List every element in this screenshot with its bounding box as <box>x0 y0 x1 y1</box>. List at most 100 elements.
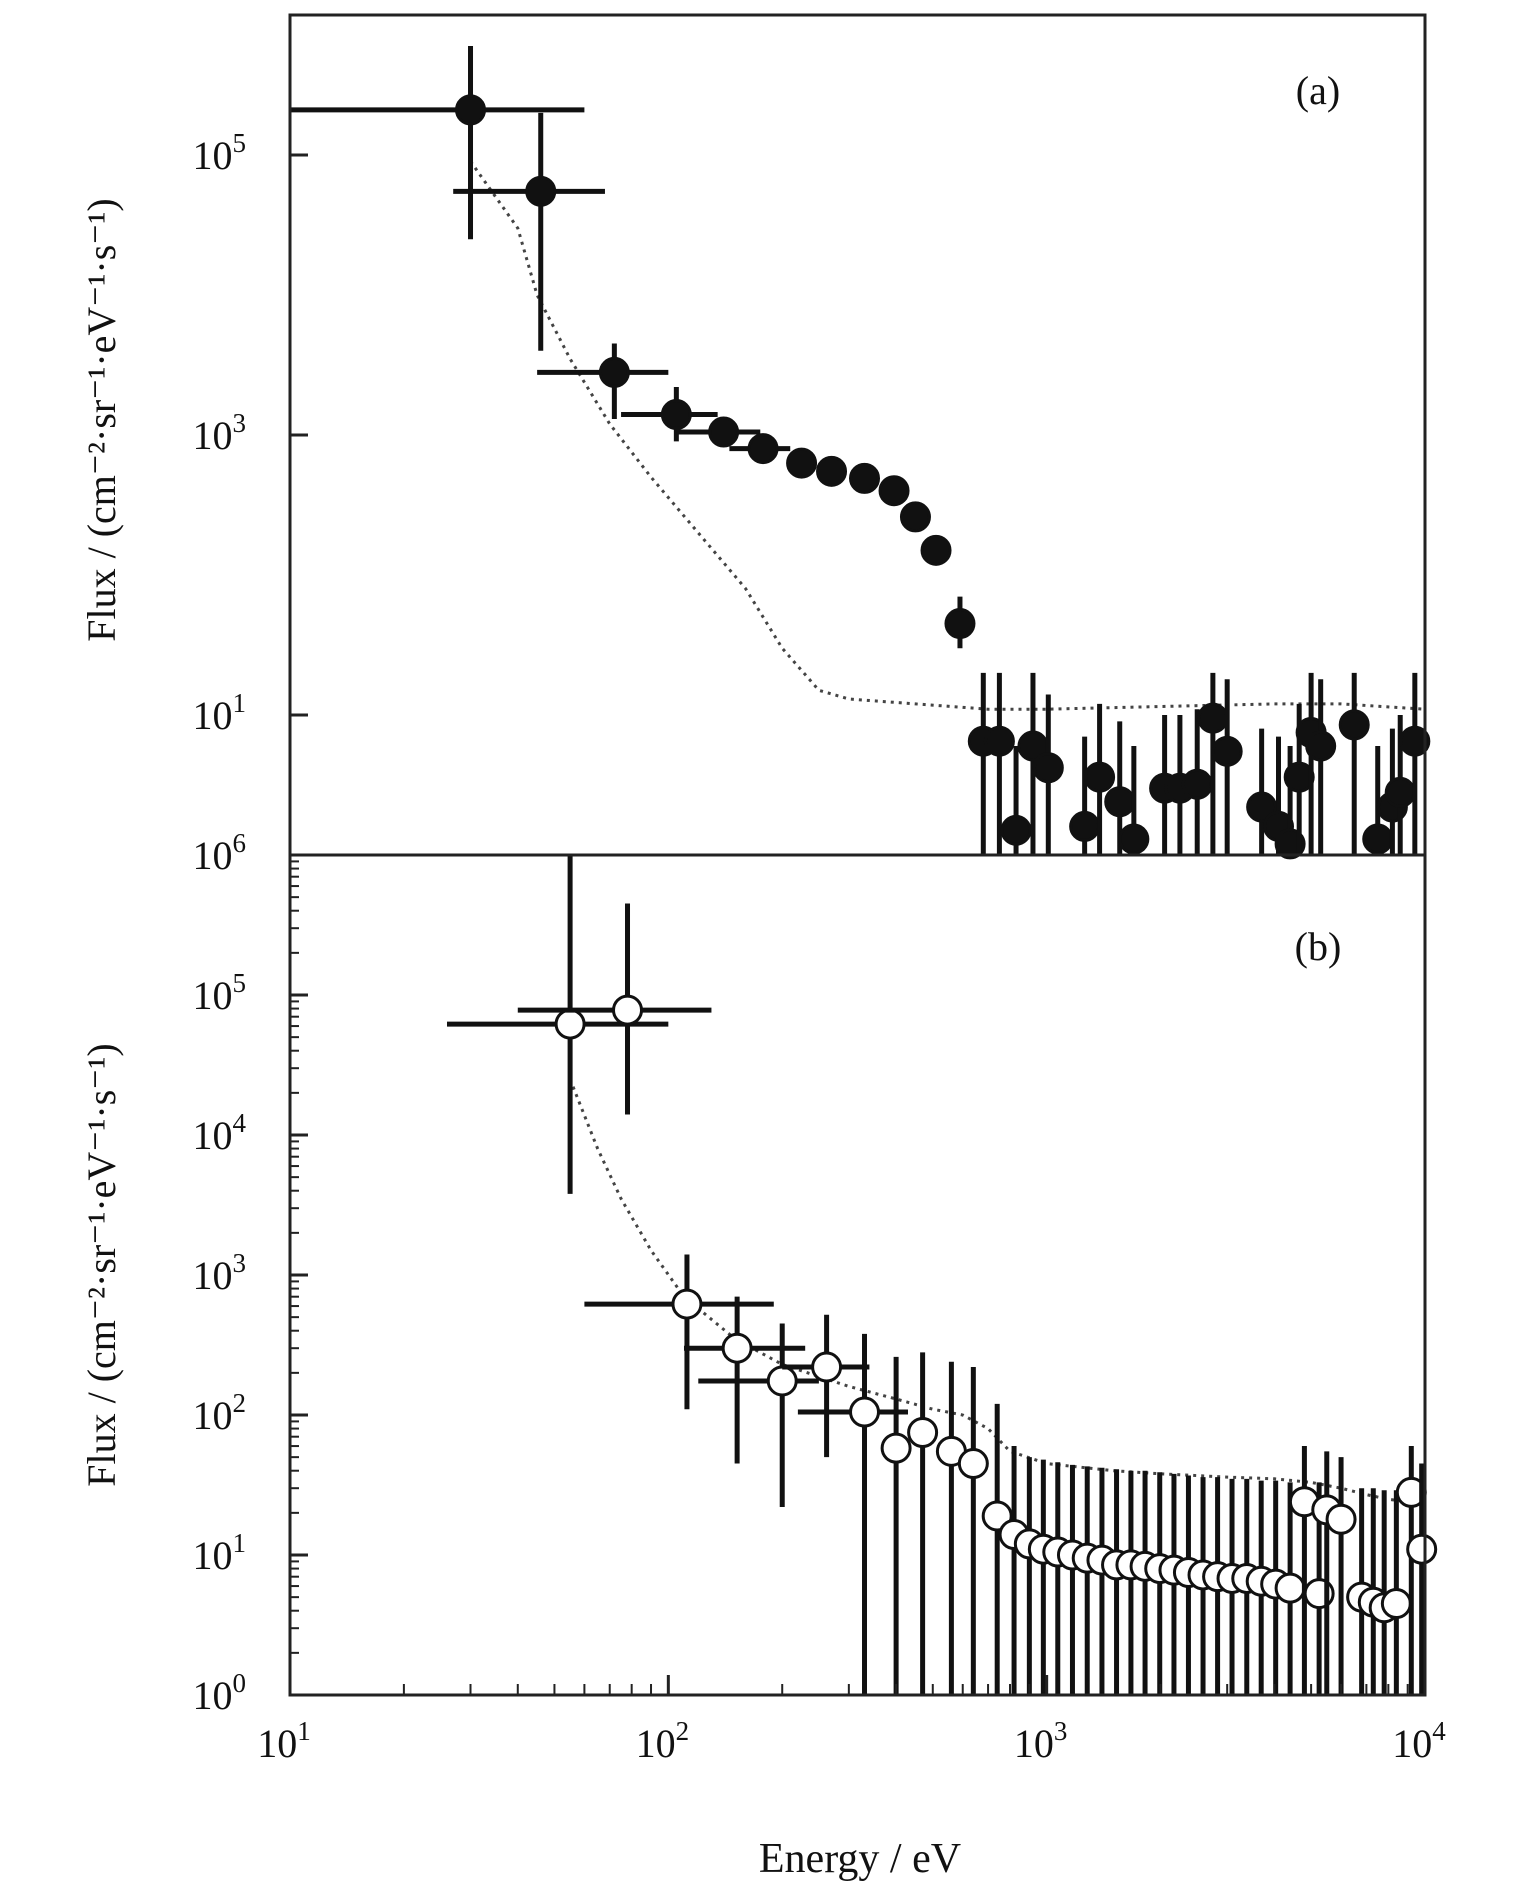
point-marker <box>1362 823 1394 855</box>
data-point-a-21 <box>1118 746 1150 855</box>
data-point-a-9 <box>878 475 910 507</box>
point-marker <box>598 356 630 388</box>
data-points-a <box>290 46 1431 860</box>
data-point-a-27 <box>1246 728 1278 855</box>
y-tick-label-a-0: 101 <box>193 688 247 738</box>
y-tick-label-b-1: 101 <box>193 1528 247 1578</box>
data-point-a-25 <box>1197 672 1229 855</box>
point-marker <box>1197 702 1229 734</box>
point-marker <box>455 94 487 126</box>
model-curve-b <box>568 1078 1426 1506</box>
point-marker <box>747 433 779 465</box>
point-marker <box>708 416 740 448</box>
point-marker <box>1274 1572 1306 1604</box>
data-points-b <box>446 855 1438 1695</box>
data-point-b-3 <box>683 1296 806 1464</box>
point-marker <box>1246 791 1278 823</box>
point-marker <box>1305 730 1337 762</box>
x-tick-label-3: 104 <box>1392 1716 1446 1766</box>
y-tick-label-b-3: 103 <box>193 1248 247 1298</box>
x-tick-label-1: 102 <box>636 1716 690 1766</box>
point-marker <box>525 175 557 207</box>
data-point-b-31 <box>1274 1482 1306 1695</box>
data-point-a-37 <box>1399 672 1431 855</box>
point-marker <box>1104 786 1136 818</box>
data-point-a-7 <box>816 455 848 487</box>
data-point-b-41 <box>1406 1463 1438 1695</box>
data-point-b-6 <box>797 1333 908 1695</box>
y-tick-label-b-2: 102 <box>193 1388 247 1438</box>
point-marker <box>1338 709 1370 741</box>
point-marker <box>944 608 976 640</box>
point-marker <box>920 534 952 566</box>
point-marker <box>1384 776 1416 808</box>
data-point-a-8 <box>849 462 881 494</box>
point-marker <box>786 447 818 479</box>
data-point-a-15 <box>1000 746 1032 855</box>
y-tick-label-b-5: 105 <box>193 968 247 1018</box>
point-marker <box>1406 1533 1438 1565</box>
data-point-a-1 <box>453 112 605 351</box>
data-point-a-17 <box>1032 694 1064 855</box>
data-point-b-10 <box>957 1367 989 1695</box>
x-tick-label-0: 101 <box>257 1716 311 1766</box>
y-tick-label-b-0: 100 <box>193 1668 247 1718</box>
x-axis-label: Energy / eV <box>759 1836 961 1882</box>
data-point-a-0 <box>290 46 585 240</box>
data-point-a-14 <box>983 672 1015 855</box>
y-axis-label-b: Flux / (cm⁻²·sr⁻¹·eV⁻¹·s⁻¹) <box>79 1043 124 1486</box>
point-marker <box>849 1396 881 1428</box>
point-marker <box>612 994 644 1026</box>
point-marker <box>878 475 910 507</box>
point-marker <box>721 1332 753 1364</box>
data-point-b-7 <box>880 1356 912 1695</box>
panel-label-b: (b) <box>1295 924 1342 969</box>
data-point-b-5 <box>782 1314 870 1458</box>
data-point-a-19 <box>1084 703 1116 855</box>
data-point-b-8 <box>907 1352 939 1695</box>
data-point-a-5 <box>729 433 791 465</box>
data-point-a-26 <box>1211 679 1243 855</box>
point-marker <box>554 1008 586 1040</box>
point-marker <box>1181 768 1213 800</box>
y-axis-label-a: Flux / (cm⁻²·sr⁻¹·eV⁻¹·s⁻¹) <box>79 198 124 641</box>
data-point-a-2 <box>537 343 669 420</box>
data-point-b-2 <box>584 1254 774 1410</box>
data-point-b-39 <box>1380 1490 1412 1695</box>
x-tick-label-2: 103 <box>1014 1716 1068 1766</box>
y-tick-label-a-2: 105 <box>193 128 247 178</box>
point-marker <box>880 1432 912 1464</box>
data-point-a-33 <box>1338 672 1370 855</box>
point-marker <box>907 1416 939 1448</box>
point-marker <box>671 1288 703 1320</box>
data-point-b-1 <box>517 903 712 1115</box>
data-point-b-40 <box>1395 1446 1427 1695</box>
y-tick-label-b-6: 106 <box>193 828 247 878</box>
data-point-a-12 <box>944 596 976 649</box>
data-point-a-4 <box>676 416 761 448</box>
data-point-b-4 <box>698 1323 819 1508</box>
point-marker <box>1084 761 1116 793</box>
point-marker <box>816 455 848 487</box>
data-point-b-35 <box>1325 1457 1357 1695</box>
point-marker <box>1118 823 1150 855</box>
point-marker <box>811 1351 843 1383</box>
point-marker <box>766 1365 798 1397</box>
point-marker <box>983 725 1015 757</box>
point-marker <box>1032 752 1064 784</box>
data-point-a-6 <box>786 447 818 479</box>
point-marker <box>849 462 881 494</box>
model-curve-line-b <box>568 1078 1426 1506</box>
point-marker <box>660 399 692 431</box>
point-marker <box>1000 814 1032 846</box>
point-marker <box>899 501 931 533</box>
point-marker <box>1325 1503 1357 1535</box>
point-marker <box>1069 810 1101 842</box>
point-marker <box>1211 735 1243 767</box>
point-marker <box>1380 1588 1412 1620</box>
data-point-a-24 <box>1181 709 1213 855</box>
point-marker <box>1399 725 1431 757</box>
